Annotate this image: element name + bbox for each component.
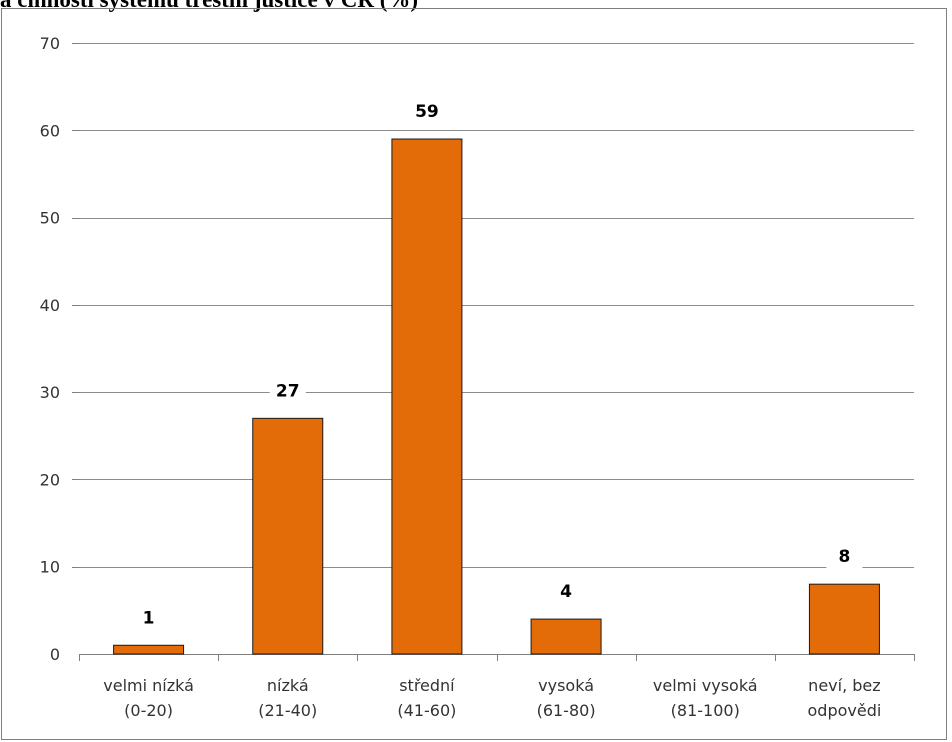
bar [113, 644, 185, 655]
x-category-label: (61-80) [537, 701, 596, 720]
gridlines [72, 43, 915, 661]
data-label-backdrop [408, 95, 445, 126]
x-category-label: (81-100) [671, 701, 740, 720]
x-category-label: neví, bez [808, 676, 880, 695]
x-category-label: odpovědi [808, 701, 882, 720]
x-axis-categories: velmi nízká (0-20) nízká (21-40) střední (41-… [103, 676, 881, 720]
x-category-label: (0-20) [124, 701, 173, 720]
y-tick-label: 20 [40, 470, 60, 489]
data-label: 4 [560, 582, 572, 602]
data-label: 27 [276, 381, 300, 401]
x-category-label: nízká [267, 676, 309, 695]
y-tick-label: 70 [40, 34, 60, 53]
data-labels: 1 27 59 4 8 [130, 95, 863, 632]
x-category-label: velmi nízká [103, 676, 194, 695]
data-label-backdrop [826, 540, 863, 571]
chart-title: a činnosti systému trestní justice v ČR … [0, 0, 952, 12]
x-category-label: velmi vysoká [653, 676, 758, 695]
data-label: 1 [143, 608, 155, 628]
chart-frame [1, 8, 947, 740]
x-category-label: střední [399, 676, 455, 695]
bar [391, 138, 463, 655]
y-tick-label: 60 [40, 121, 60, 140]
bar [252, 417, 324, 655]
x-category-label: (41-60) [397, 701, 456, 720]
data-label: 8 [838, 547, 850, 567]
data-label: 59 [415, 102, 439, 122]
data-label-backdrop [269, 374, 306, 405]
x-category-label: vysoká [538, 676, 594, 695]
x-category-label: (21-40) [258, 701, 317, 720]
y-tick-label: 10 [40, 558, 60, 577]
y-tick-label: 0 [50, 645, 60, 664]
bars [113, 138, 880, 655]
data-label-backdrop [548, 575, 585, 606]
y-tick-label: 40 [40, 296, 60, 315]
data-label-backdrop [130, 601, 167, 632]
bar [808, 583, 880, 655]
y-tick-label: 30 [40, 383, 60, 402]
y-axis-ticks: 0 10 20 30 40 50 60 70 [40, 34, 60, 664]
bar [530, 618, 602, 655]
y-tick-label: 50 [40, 209, 60, 228]
